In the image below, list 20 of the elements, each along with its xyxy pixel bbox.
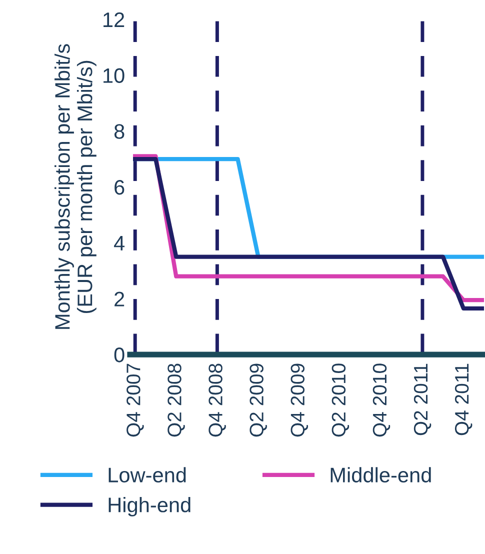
y-tick-label: 10 [104,68,124,84]
x-tick-label: Q2 2011 [414,364,432,436]
x-tick-label: Q2 2010 [332,364,350,437]
y-tick-label: 2 [114,292,124,306]
y-tick-label: 12 [104,12,124,27]
legend-label: Middle-end [330,467,431,482]
x-tick-label: Q2 2008 [168,364,185,437]
y-tick-label: 4 [114,236,125,250]
x-tick-label: Q4 2010 [372,364,390,437]
x-tick-label: Q2 2009 [250,364,267,437]
x-tick-label: Q4 2009 [290,364,308,437]
y-axis-title: Monthly subscription per Mbit/s (EUR per month per Mbit/s) [54,44,96,329]
y-tick-label: 6 [114,180,124,195]
legend-label: High-end [108,496,190,516]
legend-label: Low-end [108,467,186,482]
y-tick-label: 8 [114,124,124,139]
x-tick-label: Q4 2011 [454,364,472,436]
x-tick-label: Q4 2008 [208,364,226,437]
y-tick-label: 0 [114,348,124,362]
x-tick-label: Q4 2007 [126,364,144,437]
